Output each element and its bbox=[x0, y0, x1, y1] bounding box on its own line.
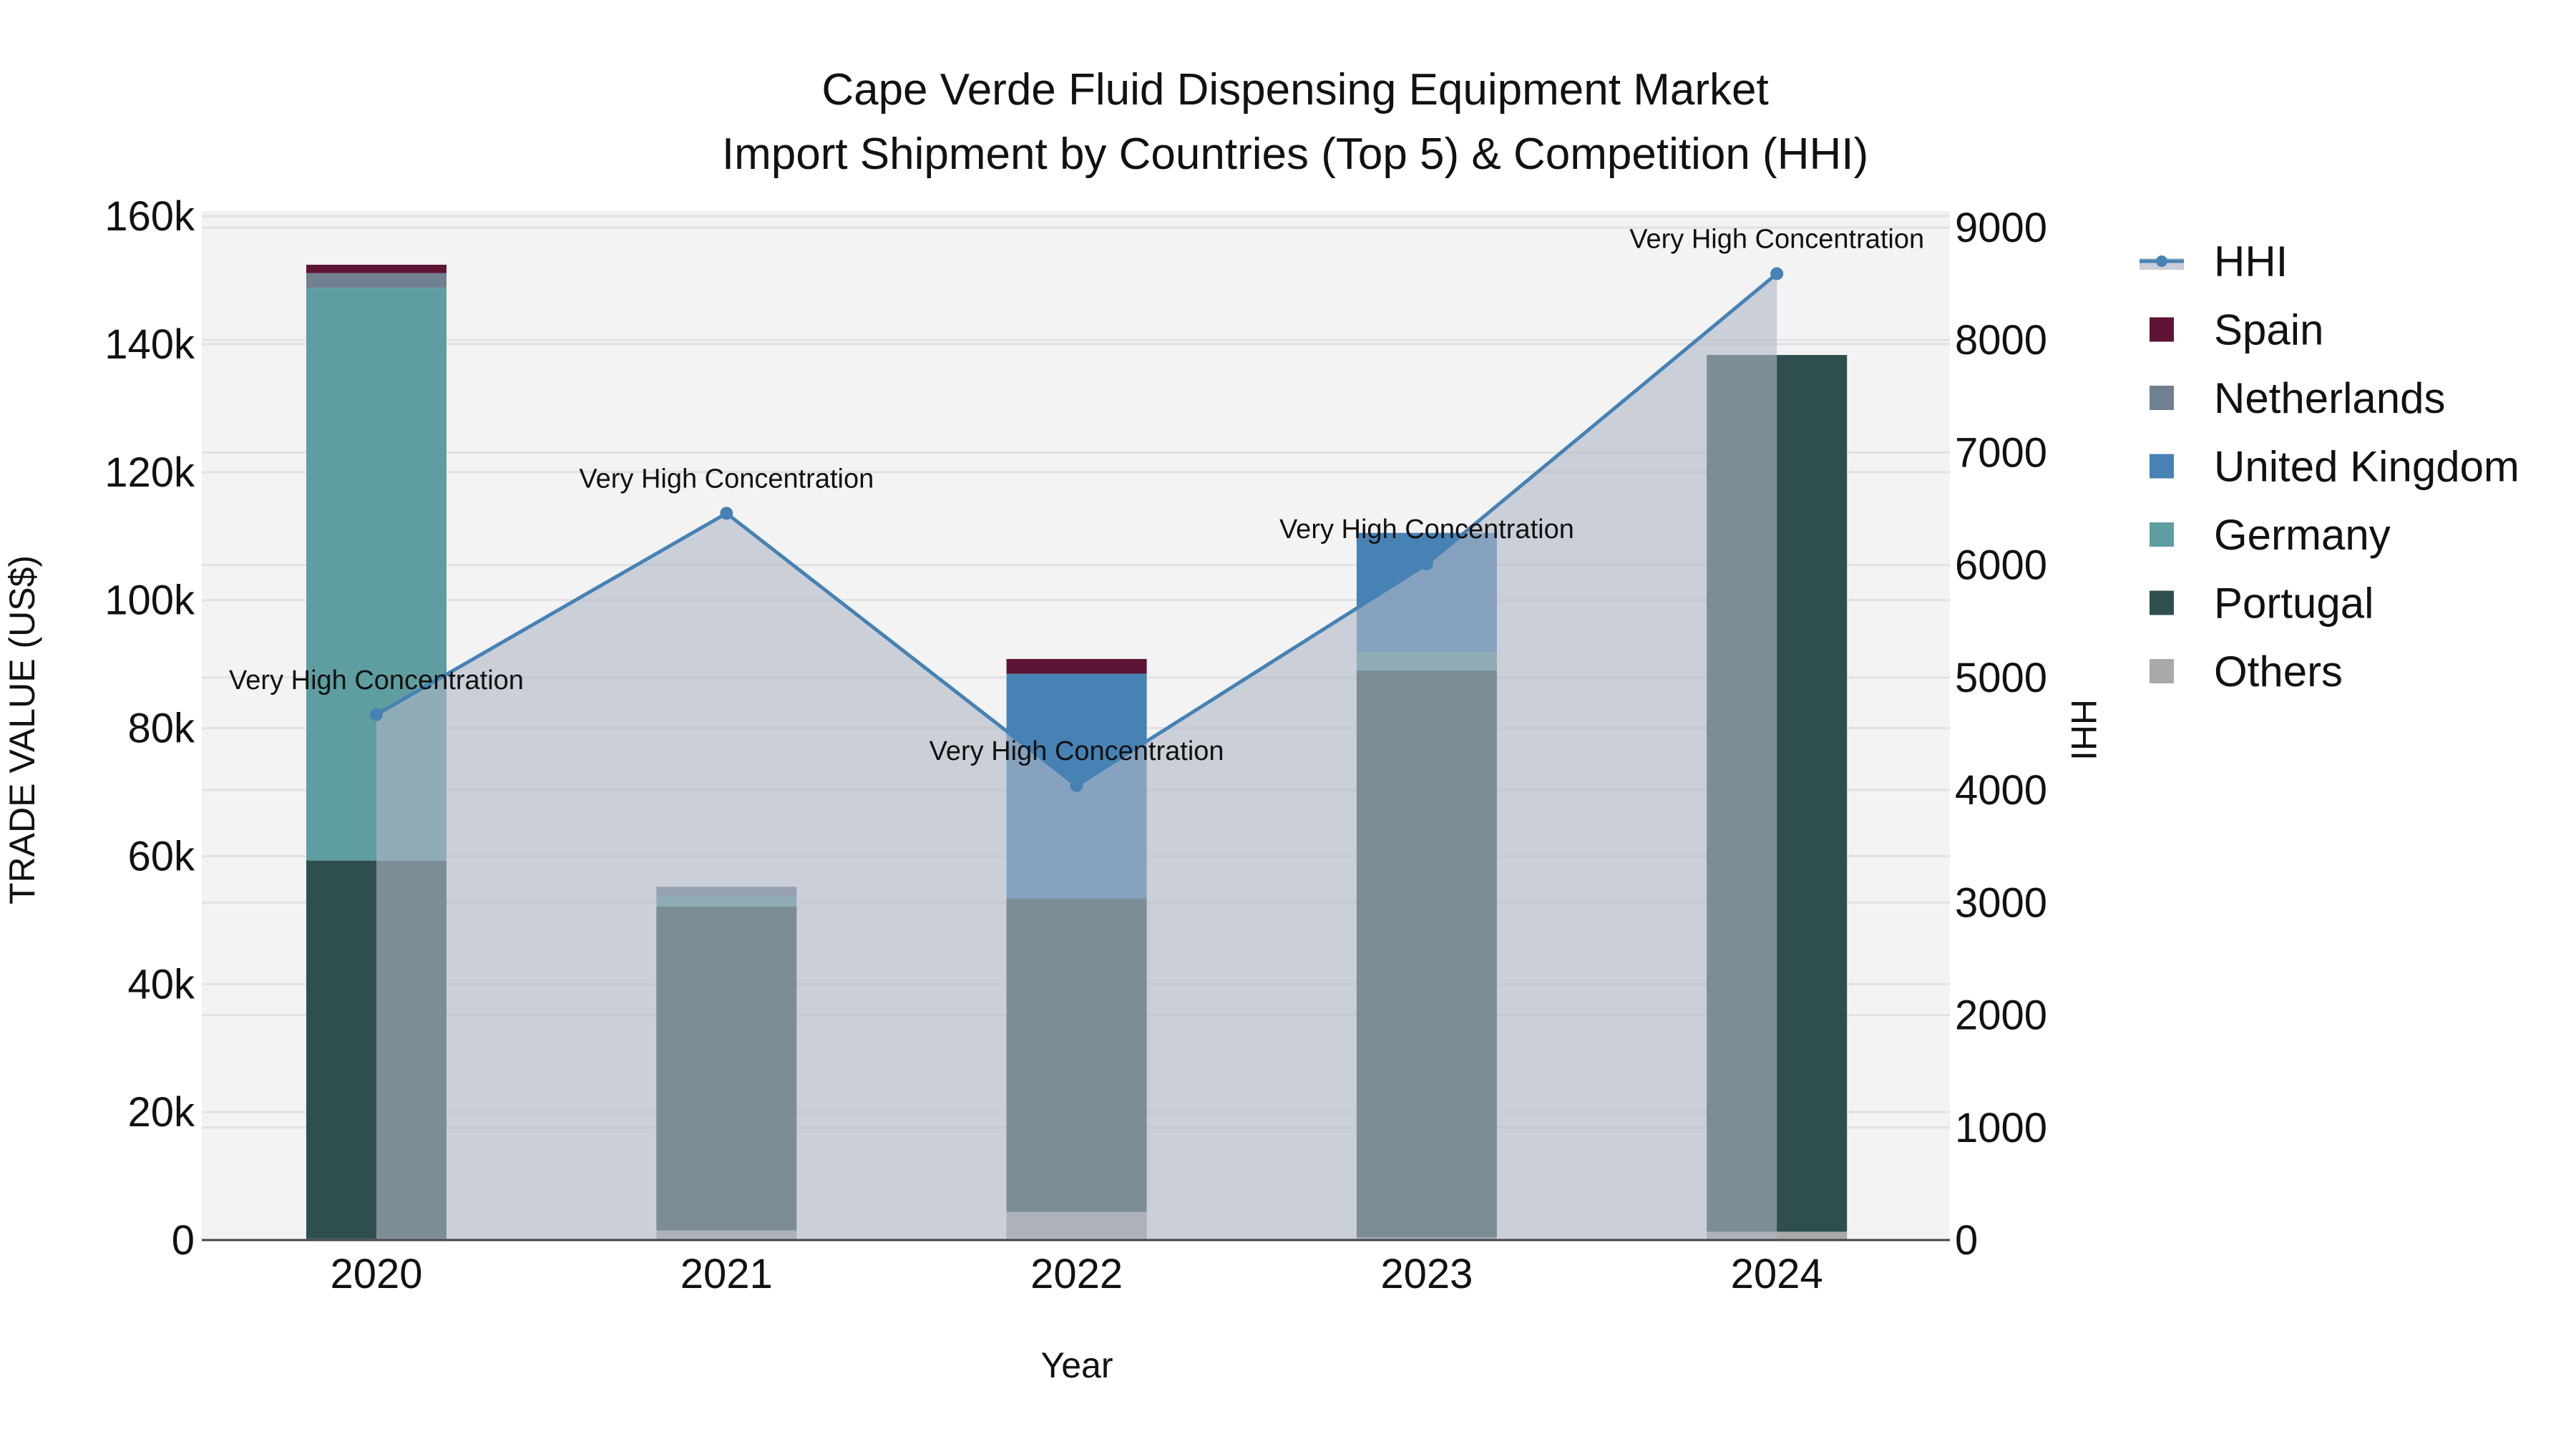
y-tick-label: 140k bbox=[104, 321, 195, 368]
hhi-point bbox=[720, 507, 733, 520]
y2-tick-label: 8000 bbox=[1955, 317, 2047, 364]
legend-swatch bbox=[2150, 386, 2174, 410]
x-tick-label: 2022 bbox=[1030, 1251, 1123, 1297]
axes: 0 20k 40k 60k 80k 100k 120k 140k 160k 0 1000 2000 30… bbox=[104, 193, 2047, 1297]
y2-tick-label: 2000 bbox=[1955, 992, 2047, 1039]
legend-swatch bbox=[2150, 522, 2174, 547]
y-axis-title: TRADE VALUE (US$) bbox=[2, 555, 42, 904]
y2-tick-label: 7000 bbox=[1955, 429, 2047, 476]
y2-tick-label: 0 bbox=[1955, 1217, 1978, 1264]
legend-swatch-hhi-marker bbox=[2156, 255, 2167, 267]
y2-axis-title: HHI bbox=[2064, 699, 2104, 761]
y-tick-label: 40k bbox=[127, 961, 195, 1008]
legend-item-label: Netherlands bbox=[2214, 374, 2446, 422]
y-tick-label: 120k bbox=[104, 449, 195, 496]
bar-spain bbox=[1006, 658, 1147, 674]
legend-swatch bbox=[2150, 590, 2174, 615]
legend-swatch bbox=[2150, 454, 2174, 479]
legend-item-label: Others bbox=[2214, 648, 2343, 696]
y-tick-label: 80k bbox=[127, 706, 195, 752]
y-tick-label: 100k bbox=[104, 577, 195, 624]
y2-tick-label: 1000 bbox=[1955, 1105, 2047, 1151]
y2-tick-label: 9000 bbox=[1955, 205, 2047, 251]
y-tick-label: 160k bbox=[104, 193, 195, 240]
legend-item-label: Portugal bbox=[2214, 580, 2373, 628]
x-tick-label: 2023 bbox=[1380, 1251, 1473, 1297]
chart-title: Cape Verde Fluid Dispensing Equipment Ma… bbox=[821, 65, 1768, 114]
legend-item-label: Spain bbox=[2214, 306, 2323, 354]
chart-subtitle: Import Shipment by Countries (Top 5) & C… bbox=[722, 130, 1868, 179]
hhi-annotation: Very High Concentration bbox=[930, 736, 1224, 766]
y2-tick-label: 4000 bbox=[1955, 767, 2047, 814]
hhi-point bbox=[370, 708, 383, 721]
legend-swatch bbox=[2150, 317, 2174, 342]
legend-item-label: United Kingdom bbox=[2214, 443, 2519, 491]
x-tick-label: 2024 bbox=[1731, 1251, 1823, 1297]
y-tick-label: 60k bbox=[127, 833, 195, 879]
hhi-annotation: Very High Concentration bbox=[229, 665, 524, 696]
hhi-annotation: Very High Concentration bbox=[1279, 514, 1574, 545]
bar-netherlands bbox=[306, 273, 447, 288]
y2-tick-label: 6000 bbox=[1955, 542, 2047, 589]
y-tick-label: 0 bbox=[172, 1217, 195, 1264]
hhi-point bbox=[1070, 779, 1083, 792]
x-tick-label: 2020 bbox=[330, 1251, 422, 1297]
y2-tick-label: 3000 bbox=[1955, 879, 2047, 926]
hhi-point bbox=[1770, 267, 1784, 280]
legend-item-label: Germany bbox=[2214, 511, 2391, 559]
hhi-annotation: Very High Concentration bbox=[1629, 224, 1924, 254]
hhi-point bbox=[1420, 557, 1433, 571]
hhi-series: Very High Concentration Very High Concent… bbox=[229, 224, 1924, 1240]
legend-swatch bbox=[2150, 659, 2174, 683]
y-tick-label: 20k bbox=[127, 1089, 195, 1136]
x-axis-title: Year bbox=[1040, 1345, 1113, 1385]
y2-tick-label: 5000 bbox=[1955, 655, 2047, 701]
bar-spain bbox=[306, 264, 447, 273]
legend-item-label: HHI bbox=[2214, 238, 2288, 286]
x-tick-label: 2021 bbox=[680, 1251, 773, 1297]
legend: HHI Spain Netherlands United Kingdom Germany… bbox=[2140, 238, 2519, 696]
hhi-annotation: Very High Concentration bbox=[579, 464, 874, 494]
